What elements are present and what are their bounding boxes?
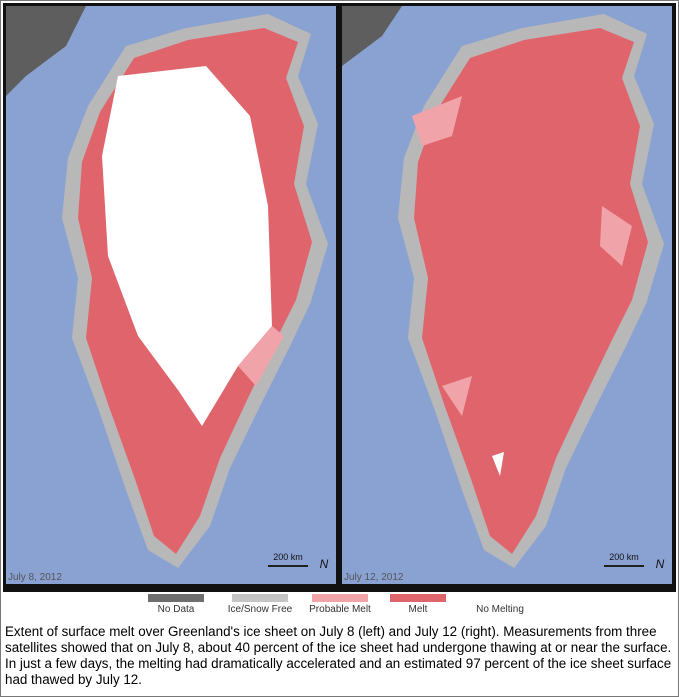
- scale-label: 200 km: [609, 552, 639, 562]
- legend-swatch: [472, 594, 528, 602]
- legend-label: Probable Melt: [309, 604, 371, 615]
- date-label: July 12, 2012: [344, 572, 404, 583]
- north-arrow: N: [320, 557, 329, 571]
- legend-label: No Melting: [476, 604, 524, 615]
- caption: Extent of surface melt over Greenland's …: [5, 624, 672, 687]
- legend-swatch: [312, 594, 368, 602]
- map-panel: 200 km N July 8, 2012: [6, 6, 336, 584]
- north-arrow: N: [656, 557, 665, 571]
- legend-label: No Data: [158, 604, 195, 615]
- legend-swatch: [148, 594, 204, 602]
- scale-label: 200 km: [273, 552, 303, 562]
- legend-label: Melt: [409, 604, 428, 615]
- date-label: July 8, 2012: [8, 572, 62, 583]
- map-panel: 200 km N July 12, 2012: [342, 6, 672, 584]
- maps: 200 km N July 8, 2012 200 km N July 12, …: [3, 3, 676, 615]
- legend-swatch: [390, 594, 446, 602]
- legend-label: Ice/Snow Free: [228, 604, 293, 615]
- legend-swatch: [232, 594, 288, 602]
- legend: No Data Ice/Snow Free Probable Melt Melt No …: [148, 594, 528, 615]
